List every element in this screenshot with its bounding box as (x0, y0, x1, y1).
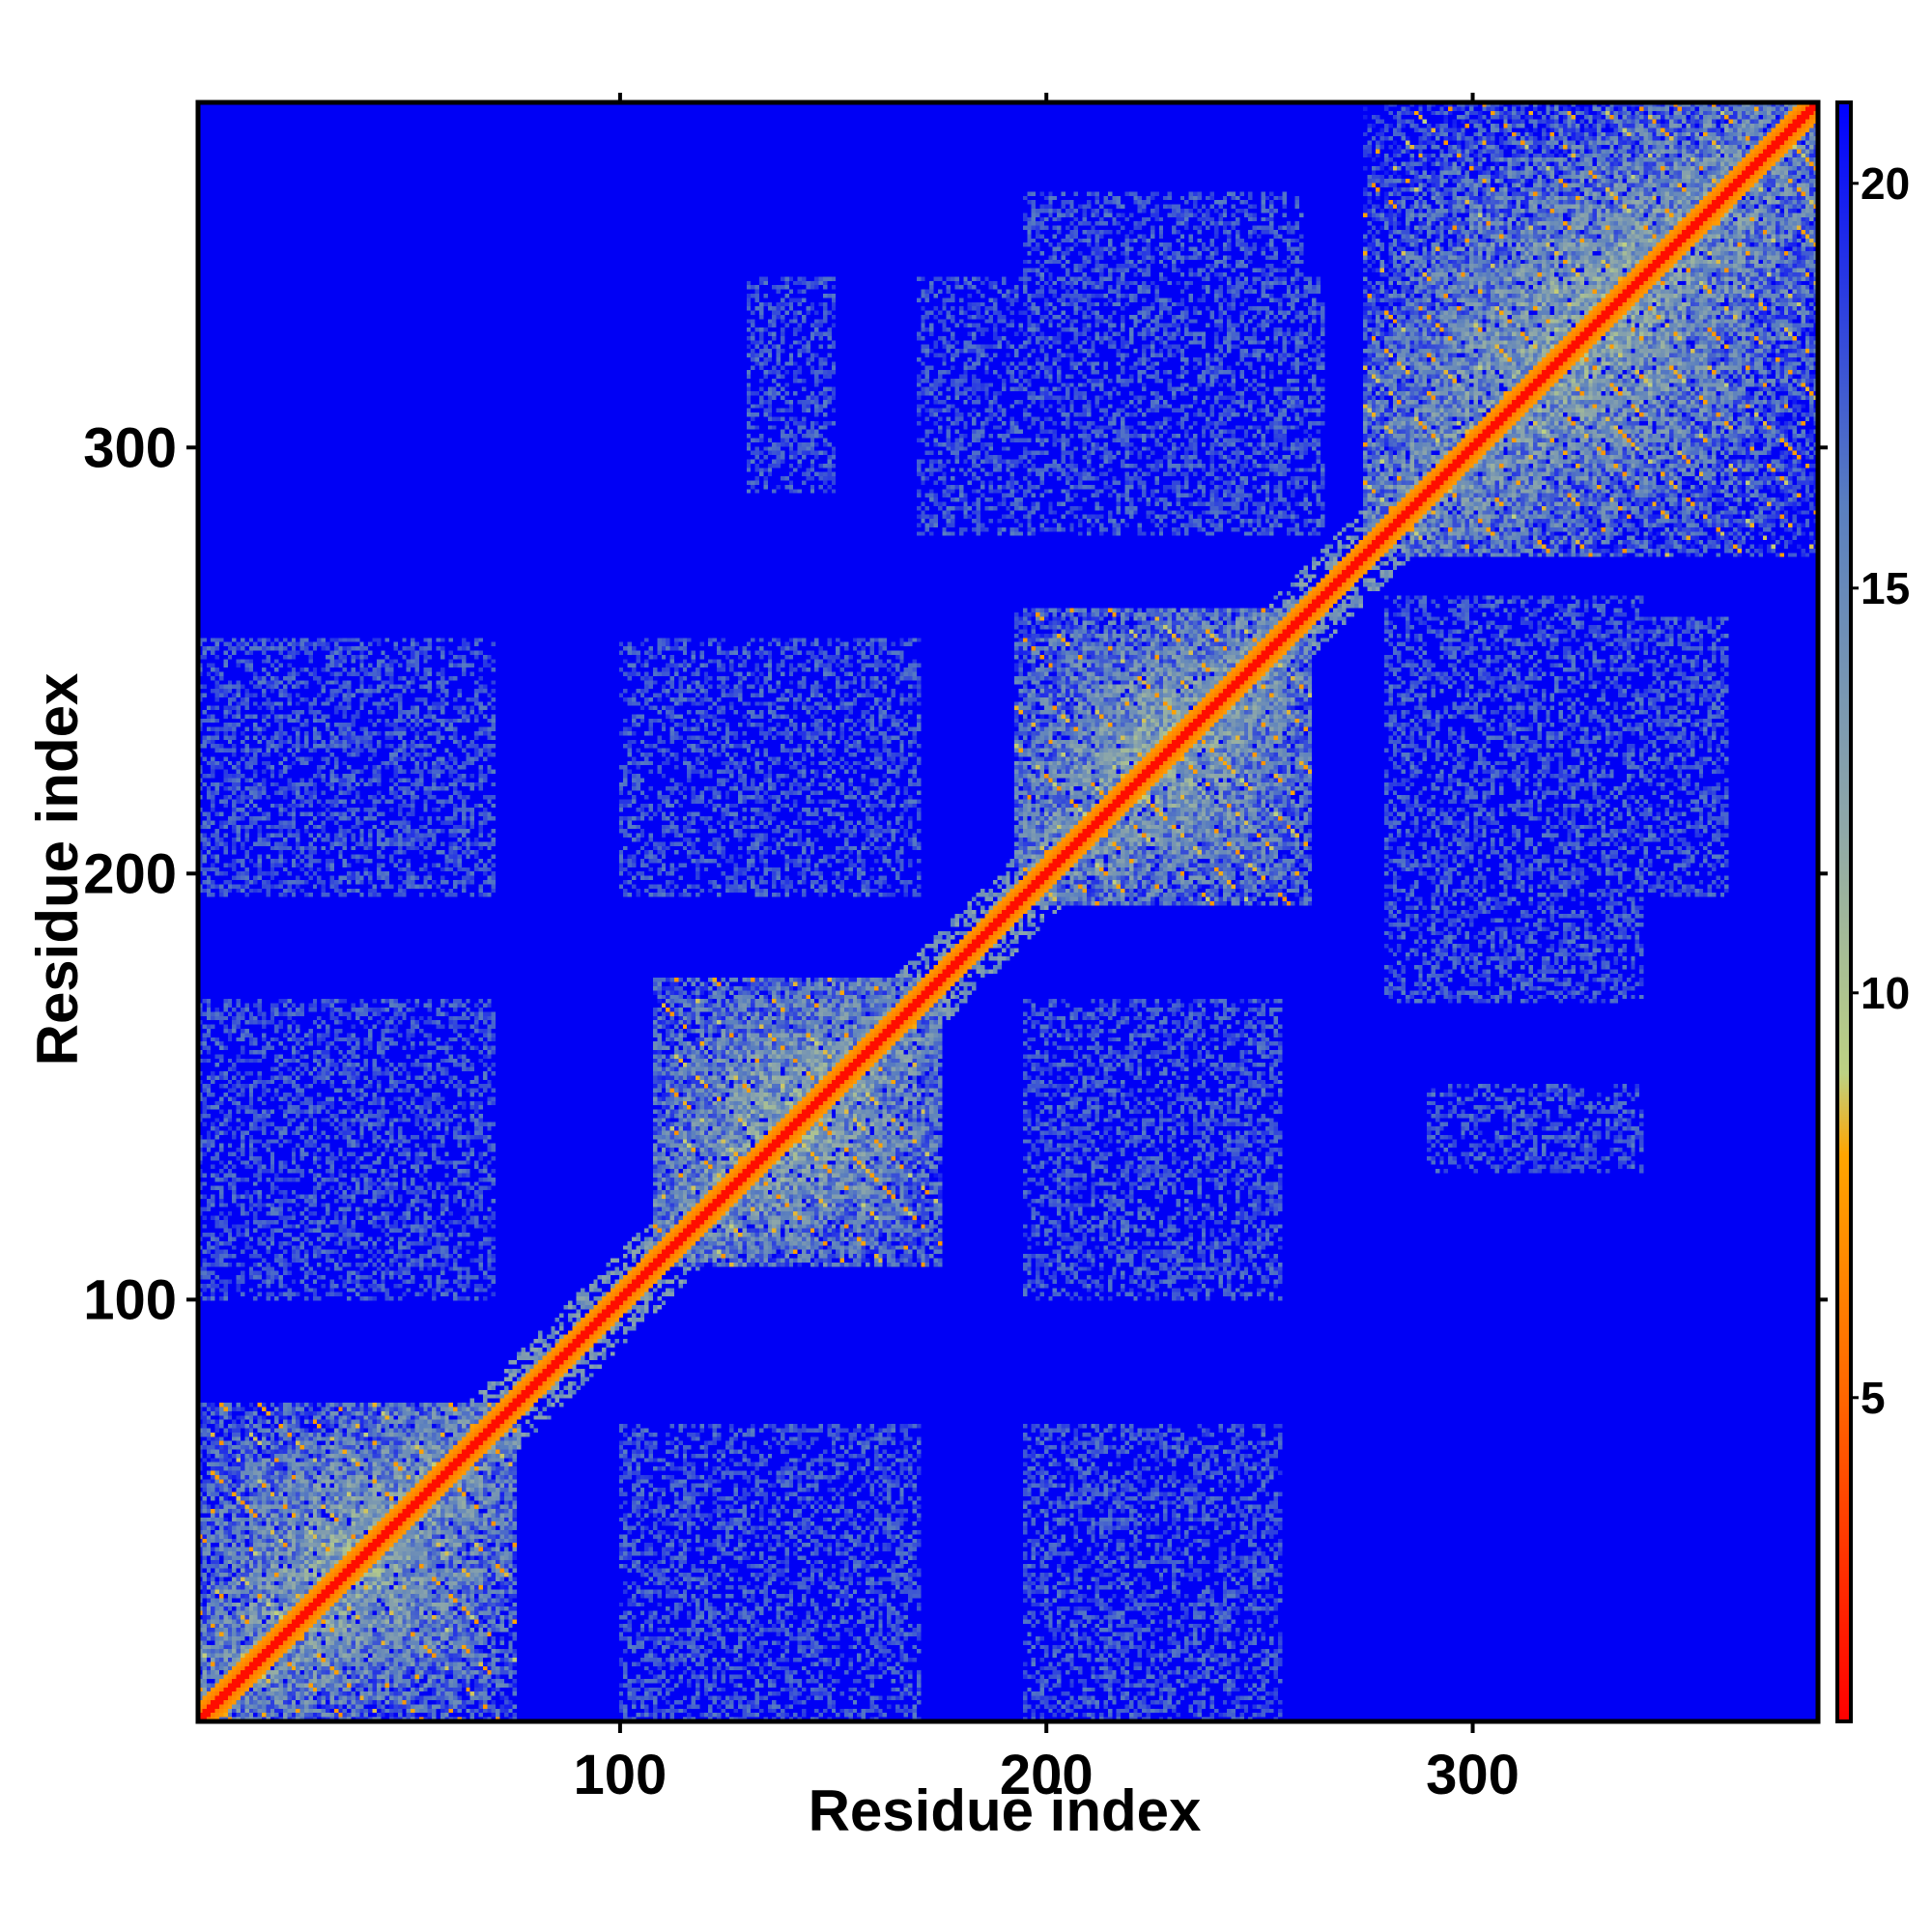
x-tick-label: 200 (1000, 1744, 1094, 1806)
colorbar-tick-label: 5 (1861, 1373, 1886, 1423)
y-tick-label: 300 (83, 416, 177, 479)
x-tick-label: 100 (574, 1744, 668, 1806)
y-tick-label: 100 (83, 1268, 177, 1331)
colorbar-tick-label: 20 (1861, 158, 1910, 209)
colorbar-tick-label: 10 (1861, 968, 1910, 1018)
x-tick-label: 300 (1426, 1744, 1520, 1806)
heatmap-layer (198, 102, 1818, 1721)
colorbar-tick-label: 15 (1861, 563, 1910, 613)
heatmap-image (198, 102, 1818, 1721)
colorbar: 5 10 15 20 (1835, 100, 1910, 1723)
plot-frame (195, 99, 1821, 1724)
y-tick-label: 200 (83, 842, 177, 905)
axes: 100 200 300 100 200 300 (83, 93, 1828, 1806)
y-axis-title: Residue index (25, 673, 90, 1066)
x-axis-title: Residue index (809, 1778, 1202, 1843)
colorbar-gradient (1835, 100, 1853, 1723)
